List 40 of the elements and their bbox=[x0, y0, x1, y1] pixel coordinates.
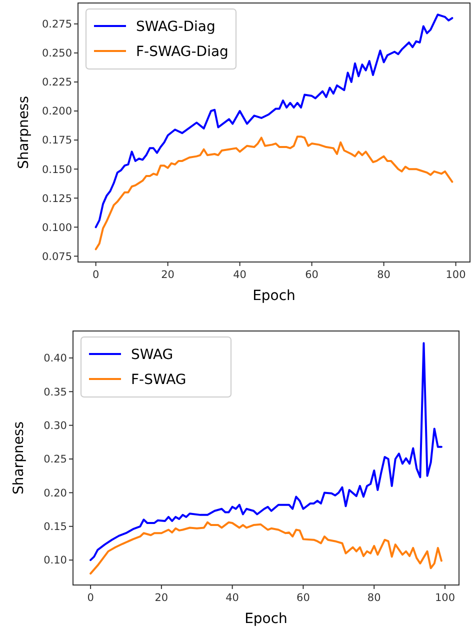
y-axis-title: Sharpness bbox=[16, 96, 32, 170]
x-tick-label: 20 bbox=[154, 592, 168, 604]
x-tick-label: 60 bbox=[296, 592, 310, 604]
y-tick-label: 0.100 bbox=[42, 222, 72, 234]
y-tick-label: 0.225 bbox=[42, 76, 72, 89]
legend-label: SWAG bbox=[131, 346, 174, 363]
y-tick-label: 0.25 bbox=[44, 454, 67, 466]
y-tick-label: 0.20 bbox=[44, 487, 67, 500]
legend-label: F-SWAG bbox=[131, 372, 186, 388]
y-tick-label: 0.075 bbox=[42, 250, 72, 263]
legend-label: F-SWAG-Diag bbox=[136, 44, 228, 60]
x-tick-label: 0 bbox=[87, 592, 94, 604]
y-tick-label: 0.125 bbox=[42, 192, 72, 205]
y-tick-label: 0.200 bbox=[42, 106, 72, 118]
y-tick-label: 0.10 bbox=[44, 554, 67, 567]
y-tick-label: 0.30 bbox=[44, 420, 67, 432]
y-tick-label: 0.35 bbox=[44, 386, 67, 398]
y-tick-label: 0.250 bbox=[42, 48, 72, 60]
line-series bbox=[94, 136, 454, 250]
x-tick-label: 0 bbox=[92, 269, 100, 281]
x-tick-label: 80 bbox=[367, 592, 381, 604]
x-tick-label: 80 bbox=[377, 269, 390, 281]
x-tick-label: 60 bbox=[305, 269, 318, 281]
x-tick-label: 100 bbox=[446, 269, 466, 281]
y-tick-label: 0.275 bbox=[42, 18, 72, 31]
x-axis-title: Epoch bbox=[244, 611, 288, 627]
y-tick-label: 0.150 bbox=[42, 164, 72, 176]
x-tick-label: 20 bbox=[161, 269, 174, 281]
x-tick-label: 40 bbox=[233, 269, 246, 281]
x-axis-title: Epoch bbox=[252, 288, 296, 304]
x-tick-label: 40 bbox=[226, 592, 240, 604]
line-series bbox=[94, 14, 454, 228]
y-tick-label: 0.175 bbox=[42, 134, 72, 147]
y-axis-title: Sharpness bbox=[11, 421, 27, 495]
x-tick-label: 100 bbox=[434, 592, 456, 604]
line-series bbox=[90, 521, 442, 575]
legend-label: SWAG-Diag bbox=[136, 18, 216, 35]
y-tick-label: 0.40 bbox=[44, 352, 67, 365]
y-tick-label: 0.15 bbox=[44, 521, 67, 534]
line-series bbox=[90, 342, 442, 562]
